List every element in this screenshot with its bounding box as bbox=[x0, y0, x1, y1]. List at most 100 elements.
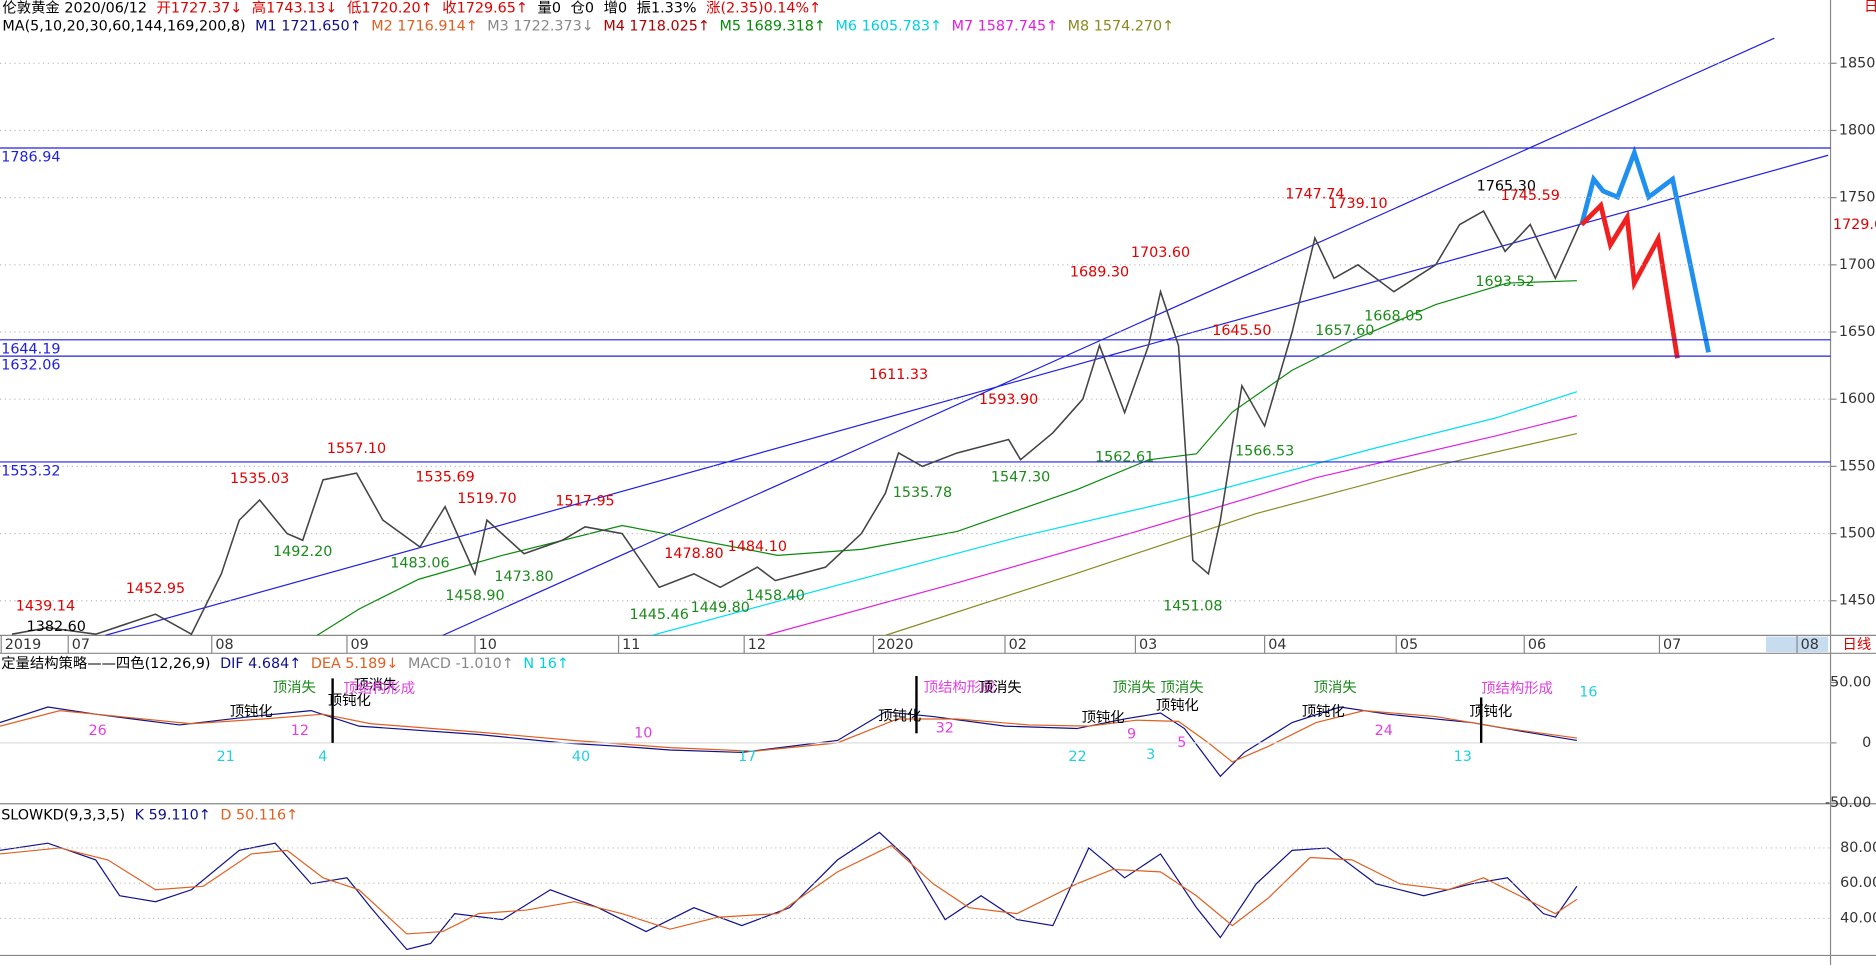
signal-annotation: 9 bbox=[1127, 727, 1136, 743]
price-annotation: 1458.90 bbox=[445, 588, 504, 604]
price-annotation: 1765.30 bbox=[1477, 178, 1536, 194]
signal-annotation: 顶消失 bbox=[1113, 679, 1156, 696]
forecast-arrow bbox=[1579, 145, 1711, 353]
signal-annotation: 32 bbox=[936, 721, 954, 737]
price-annotation: 1473.80 bbox=[494, 569, 553, 585]
price-annotation: 1492.20 bbox=[273, 544, 332, 560]
price-annotation: 1562.61 bbox=[1095, 449, 1154, 465]
legend-item: 伦敦黄金 2020/06/12 bbox=[2, 0, 147, 16]
y-tick-label: 1850.00 bbox=[1839, 55, 1876, 71]
legend-item: 涨(2.35)0.14%↑ bbox=[706, 0, 821, 16]
legend-item: M2 1716.914↑ bbox=[371, 18, 478, 34]
price-annotation: 1445.46 bbox=[630, 607, 689, 623]
price-annotation: 1557.10 bbox=[327, 441, 386, 457]
signal-annotation: 顶钝化 bbox=[230, 703, 273, 720]
x-tick-label: 07 bbox=[72, 637, 90, 653]
signal-annotation: 顶结构形成 bbox=[1481, 680, 1553, 697]
signal-annotation: 顶消失 bbox=[979, 679, 1022, 696]
legend-item: N 16↑ bbox=[523, 656, 569, 672]
legend-item: M4 1718.025↑ bbox=[603, 18, 710, 34]
legend-item: MACD -1.010↑ bbox=[408, 656, 514, 672]
signal-annotation: 21 bbox=[217, 749, 235, 765]
dif-line bbox=[0, 706, 1577, 778]
x-tick-label: 11 bbox=[622, 637, 640, 653]
signal-annotation: 10 bbox=[634, 725, 652, 741]
level-label: 1644.19 bbox=[1, 341, 60, 357]
price-annotation: 1689.30 bbox=[1070, 264, 1129, 280]
price-annotation: 1382.60 bbox=[27, 619, 86, 635]
signal-annotation: 40 bbox=[572, 749, 590, 765]
signal-annotation: 顶消失 bbox=[273, 679, 316, 696]
signal-annotation: 顶结构形成 bbox=[343, 680, 415, 697]
price-annotation: 1668.05 bbox=[1364, 308, 1423, 324]
y-tick-label: 1600.00 bbox=[1839, 391, 1876, 407]
dea-line bbox=[0, 710, 1577, 763]
signal-annotation: 顶钝化 bbox=[878, 708, 921, 725]
signal-annotation: 4 bbox=[318, 749, 327, 765]
y-tick-label: 1550.00 bbox=[1839, 458, 1876, 474]
ma-line bbox=[651, 391, 1578, 636]
price-annotation: 1458.40 bbox=[746, 588, 805, 604]
x-tick-label: 08 bbox=[215, 637, 233, 653]
y-tick-label: 80.00 bbox=[1840, 840, 1876, 856]
price-annotation: 1693.52 bbox=[1475, 274, 1534, 290]
signal-annotation: 顶钝化 bbox=[1082, 709, 1125, 726]
x-tick-label: 08 bbox=[1801, 637, 1819, 653]
d-line bbox=[0, 844, 1578, 935]
y-tick-label: 1700.00 bbox=[1839, 257, 1876, 273]
signal-annotation: 顶消失 bbox=[1161, 679, 1204, 696]
x-tick-label: 12 bbox=[748, 637, 766, 653]
trend-line bbox=[442, 37, 1775, 636]
ma-line bbox=[765, 415, 1578, 636]
signal-annotation: 顶钝化 bbox=[1302, 703, 1345, 720]
x-tick-label: 07 bbox=[1663, 637, 1681, 653]
price-annotation: 1517.95 bbox=[555, 494, 614, 510]
price-annotation: 1535.69 bbox=[415, 470, 474, 486]
price-annotation: 1535.78 bbox=[893, 485, 952, 501]
signal-annotation: 22 bbox=[1068, 749, 1086, 765]
x-tick-label: 06 bbox=[1528, 637, 1546, 653]
signal-annotation: 3 bbox=[1146, 747, 1155, 763]
overlays bbox=[105, 37, 1829, 636]
legend-item: 收1729.65↑ bbox=[442, 0, 528, 16]
x-tick-label: 02 bbox=[1009, 637, 1027, 653]
x-tick-label: 04 bbox=[1268, 637, 1286, 653]
y-tick-label: 50.00 bbox=[1830, 675, 1871, 691]
legend-item: SLOWKD(9,3,3,5) bbox=[1, 808, 125, 824]
price-annotation: 1519.70 bbox=[457, 491, 516, 507]
price-annotation: 1747.74 bbox=[1285, 187, 1344, 203]
period-label: 日线 bbox=[1843, 636, 1872, 653]
signal-annotation: 顶消失 bbox=[354, 677, 397, 694]
price-annotation: 1657.60 bbox=[1315, 323, 1374, 339]
legend-item: DEA 5.189↓ bbox=[311, 656, 399, 672]
y-tick-label: 1450.00 bbox=[1839, 593, 1876, 609]
price-annotation: 1645.50 bbox=[1212, 323, 1271, 339]
y-tick-label: 1800.00 bbox=[1839, 122, 1876, 138]
signal-annotation: 26 bbox=[89, 723, 107, 739]
x-tick-label: 09 bbox=[351, 637, 369, 653]
legend-item: 量0 bbox=[538, 0, 561, 16]
price-annotation: 1484.10 bbox=[728, 539, 787, 555]
kd-lines bbox=[0, 831, 1578, 951]
x-tick-label: 03 bbox=[1139, 637, 1157, 653]
legend-item: 增0 bbox=[604, 0, 627, 16]
legend-item: 开1727.37↓ bbox=[157, 0, 243, 16]
y-tick-label: 60.00 bbox=[1840, 875, 1876, 891]
legend-item: M6 1605.783↑ bbox=[836, 18, 943, 34]
signal-annotation: 12 bbox=[291, 723, 309, 739]
legend-item: M7 1587.745↑ bbox=[952, 18, 1059, 34]
level-label: 1786.94 bbox=[1, 150, 60, 166]
signal-annotation: 24 bbox=[1375, 723, 1393, 739]
signal-annotation: 17 bbox=[738, 749, 756, 765]
corner-label: 日 bbox=[1864, 0, 1876, 15]
x-tick-label: 05 bbox=[1400, 637, 1418, 653]
y-tick-label: 40.00 bbox=[1840, 910, 1876, 926]
legend-item: 仓0 bbox=[571, 0, 594, 16]
signal-annotation: 顶钝化 bbox=[1156, 697, 1199, 714]
legend-item: M3 1722.373↓ bbox=[487, 18, 594, 34]
price-annotation: 1745.59 bbox=[1501, 188, 1560, 204]
price-annotation: 1452.95 bbox=[126, 581, 185, 597]
legend-item: M8 1574.270↑ bbox=[1068, 18, 1175, 34]
